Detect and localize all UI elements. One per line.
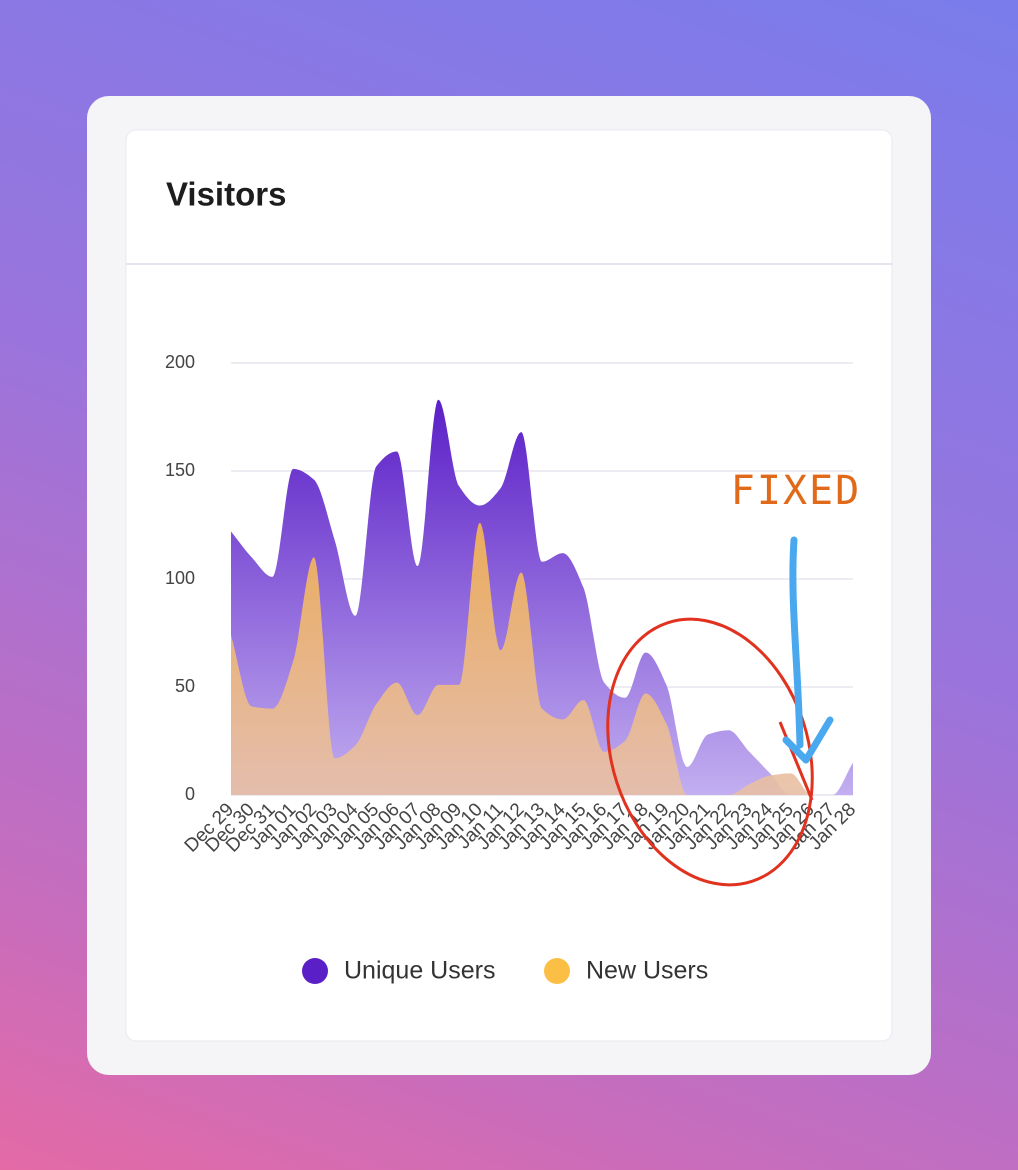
y-tick-label: 200: [165, 352, 195, 372]
y-tick-label: 150: [165, 460, 195, 480]
y-tick-label: 100: [165, 568, 195, 588]
legend-swatch: [544, 958, 570, 984]
y-tick-label: 50: [175, 676, 195, 696]
legend-label: New Users: [586, 957, 708, 985]
arrow: [782, 536, 834, 764]
card-title: Visitors: [166, 176, 286, 213]
legend-label: Unique Users: [344, 957, 495, 985]
area: [231, 522, 853, 795]
y-tick-label: 0: [185, 784, 195, 804]
highlight-circle: [606, 617, 814, 887]
mark-stroke: [778, 721, 814, 801]
legend-swatch: [302, 958, 328, 984]
annotation: FIXED: [731, 468, 861, 514]
